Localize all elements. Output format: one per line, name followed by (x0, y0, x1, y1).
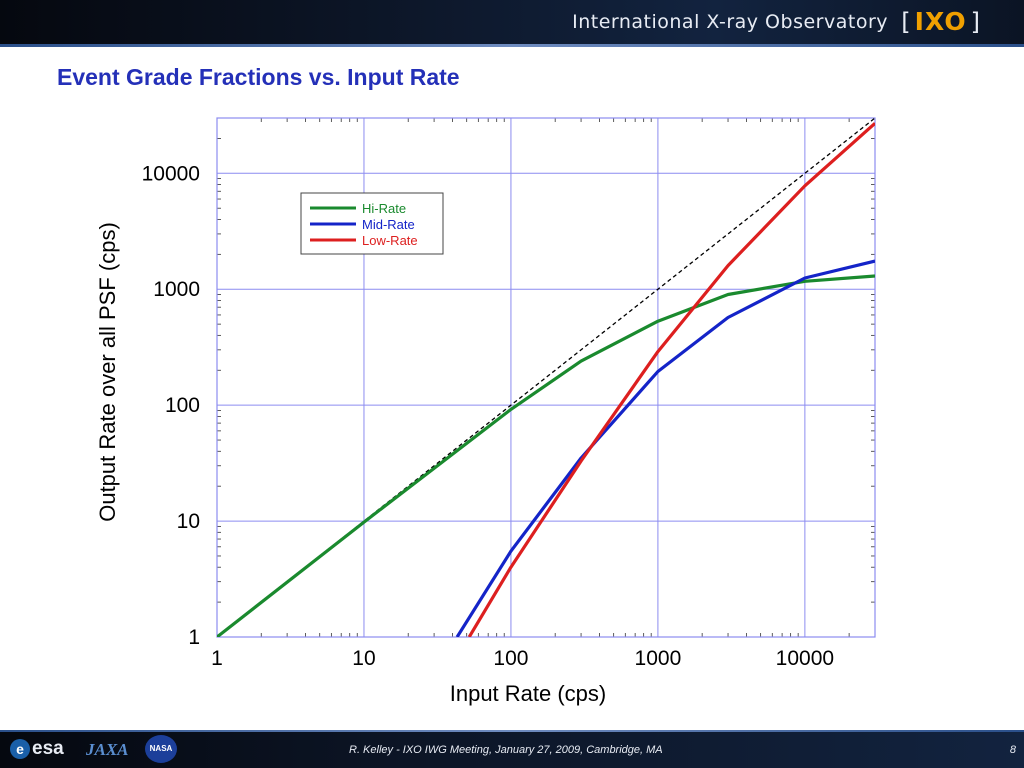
x-tick-label: 100 (493, 647, 528, 670)
y-tick-label: 10000 (142, 162, 200, 185)
ixo-logo: [ IXO ] (901, 7, 980, 37)
legend-label: Mid-Rate (362, 217, 415, 232)
y-axis-label: Output Rate over all PSF (cps) (95, 222, 120, 522)
page-number: 8 (1009, 744, 1016, 756)
jaxa-logo: JAXA (86, 740, 129, 759)
esa-icon: e (10, 738, 30, 759)
logo-bracket-right: ] (970, 8, 980, 36)
logo-mark: IXO (914, 7, 967, 36)
header-divider (0, 44, 1024, 47)
y-tick-label: 1000 (153, 278, 200, 301)
x-tick-label: 10000 (776, 647, 834, 670)
x-tick-label: 1 (211, 647, 223, 670)
y-tick-label: 100 (165, 394, 200, 417)
logo-bracket-left: [ (901, 8, 911, 36)
legend-label: Hi-Rate (362, 201, 406, 216)
plot-frame (216, 117, 876, 638)
observatory-title: International X-ray Observatory (572, 11, 888, 33)
series-line-mid-rate (455, 259, 875, 637)
esa-label: esa (32, 738, 64, 759)
legend-label: Low-Rate (362, 233, 418, 248)
footer-divider (0, 730, 1024, 732)
footer-band: e esa JAXA NASA R. Kelley - IXO IWG Meeti… (0, 730, 1024, 768)
series-line-low-rate (467, 122, 875, 637)
x-axis-label: Input Rate (cps) (450, 681, 607, 706)
presentation-credit: R. Kelley - IXO IWG Meeting, January 27,… (349, 744, 663, 756)
x-tick-label: 1000 (635, 647, 682, 670)
header-band (0, 0, 1024, 44)
line-chart: 1 10 100 1000 10000 1 10 100 1000 10000 Input Rate… (95, 117, 876, 706)
x-tick-label: 10 (352, 647, 375, 670)
y-tick-label: 1 (188, 626, 200, 649)
esa-logo: e esa (10, 738, 64, 760)
y-tick-label: 10 (177, 510, 200, 533)
slide-title: Event Grade Fractions vs. Input Rate (57, 64, 460, 90)
nasa-logo: NASA (145, 735, 177, 763)
